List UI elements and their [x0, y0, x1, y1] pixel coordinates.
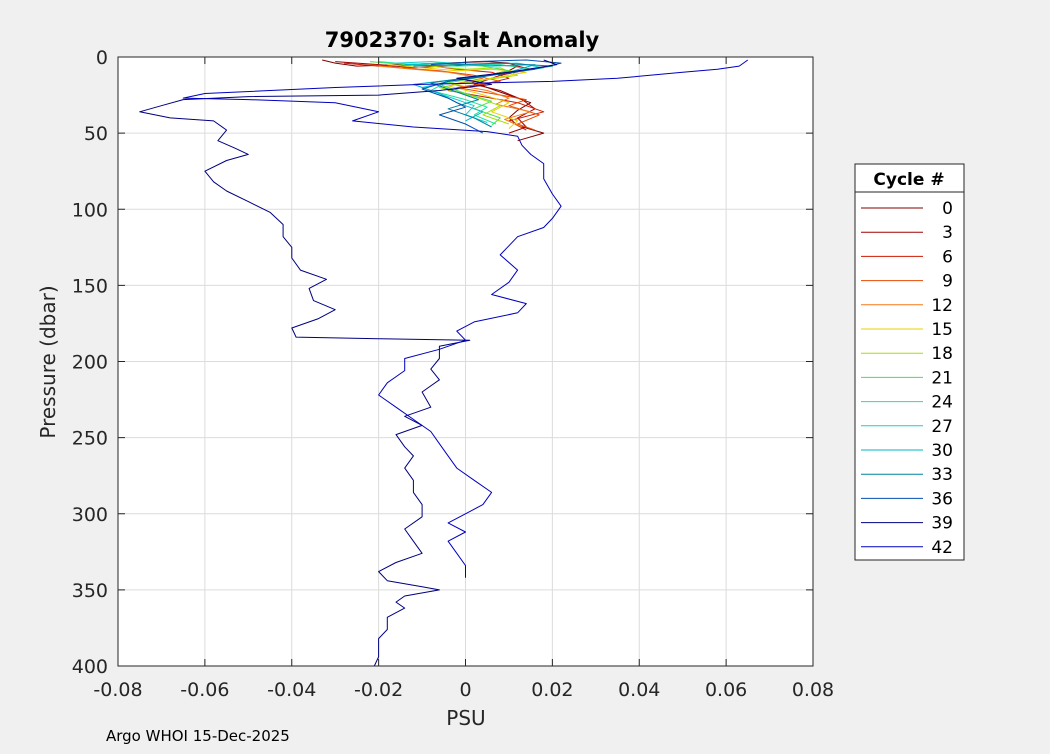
x-axis-label: PSU	[446, 706, 485, 730]
x-tick-label: -0.02	[354, 679, 403, 701]
x-tick-label: 0.04	[618, 679, 660, 701]
x-tick-label: 0.06	[705, 679, 747, 701]
legend-title: Cycle #	[873, 170, 944, 190]
y-tick-label: 100	[72, 199, 108, 221]
y-axis-label: Pressure (dbar)	[36, 285, 60, 438]
legend-label-cycle-18: 18	[931, 344, 953, 364]
series-lines	[139, 59, 749, 667]
y-tick-label: 150	[72, 275, 108, 297]
y-tick-label: 400	[72, 656, 108, 678]
legend-label-cycle-15: 15	[931, 320, 953, 340]
y-tick-label: 50	[84, 123, 108, 145]
y-tick-label: 0	[96, 47, 108, 69]
y-tick-label: 250	[72, 428, 108, 450]
x-tick-label: 0	[459, 679, 471, 701]
legend-label-cycle-30: 30	[931, 441, 953, 461]
series-line-cycle-9	[369, 64, 540, 131]
legend-label-cycle-39: 39	[931, 514, 953, 534]
series-line-cycle-12	[378, 65, 532, 128]
legend-label-cycle-0: 0	[942, 199, 953, 219]
x-tick-label: -0.08	[93, 679, 142, 701]
y-tick-label: 200	[72, 352, 108, 374]
footer-credit: Argo WHOI 15-Dec-2025	[106, 727, 290, 745]
legend-label-cycle-3: 3	[942, 223, 953, 243]
x-tick-label: 0.08	[792, 679, 834, 701]
chart-title: 7902370: Salt Anomaly	[325, 28, 600, 52]
legend-label-cycle-33: 33	[931, 465, 953, 485]
legend-label-cycle-9: 9	[942, 272, 953, 292]
legend-label-cycle-21: 21	[931, 368, 953, 388]
legend-label-cycle-27: 27	[931, 417, 953, 437]
series-line-cycle-39	[139, 59, 558, 667]
legend-label-cycle-42: 42	[931, 538, 953, 558]
legend-label-cycle-24: 24	[931, 393, 953, 413]
grid-lines	[117, 56, 814, 667]
legend-box	[854, 163, 965, 561]
y-tick-label: 300	[72, 504, 108, 526]
series-line-cycle-42	[182, 59, 749, 578]
legend-label-cycle-6: 6	[942, 247, 953, 267]
series-line-cycle-36	[421, 59, 562, 134]
legend-label-cycle-12: 12	[931, 296, 953, 316]
y-tick-label: 350	[72, 580, 108, 602]
x-tick-label: -0.06	[180, 679, 229, 701]
series-line-cycle-33	[413, 62, 553, 128]
x-tick-label: -0.04	[267, 679, 316, 701]
axis-ticks: -0.08 -0.06 -0.04 -0.02 0 0.02 0.04 0.06 0.08 0 50…	[72, 47, 834, 701]
legend-label-cycle-36: 36	[931, 489, 953, 509]
x-tick-label: 0.02	[531, 679, 573, 701]
